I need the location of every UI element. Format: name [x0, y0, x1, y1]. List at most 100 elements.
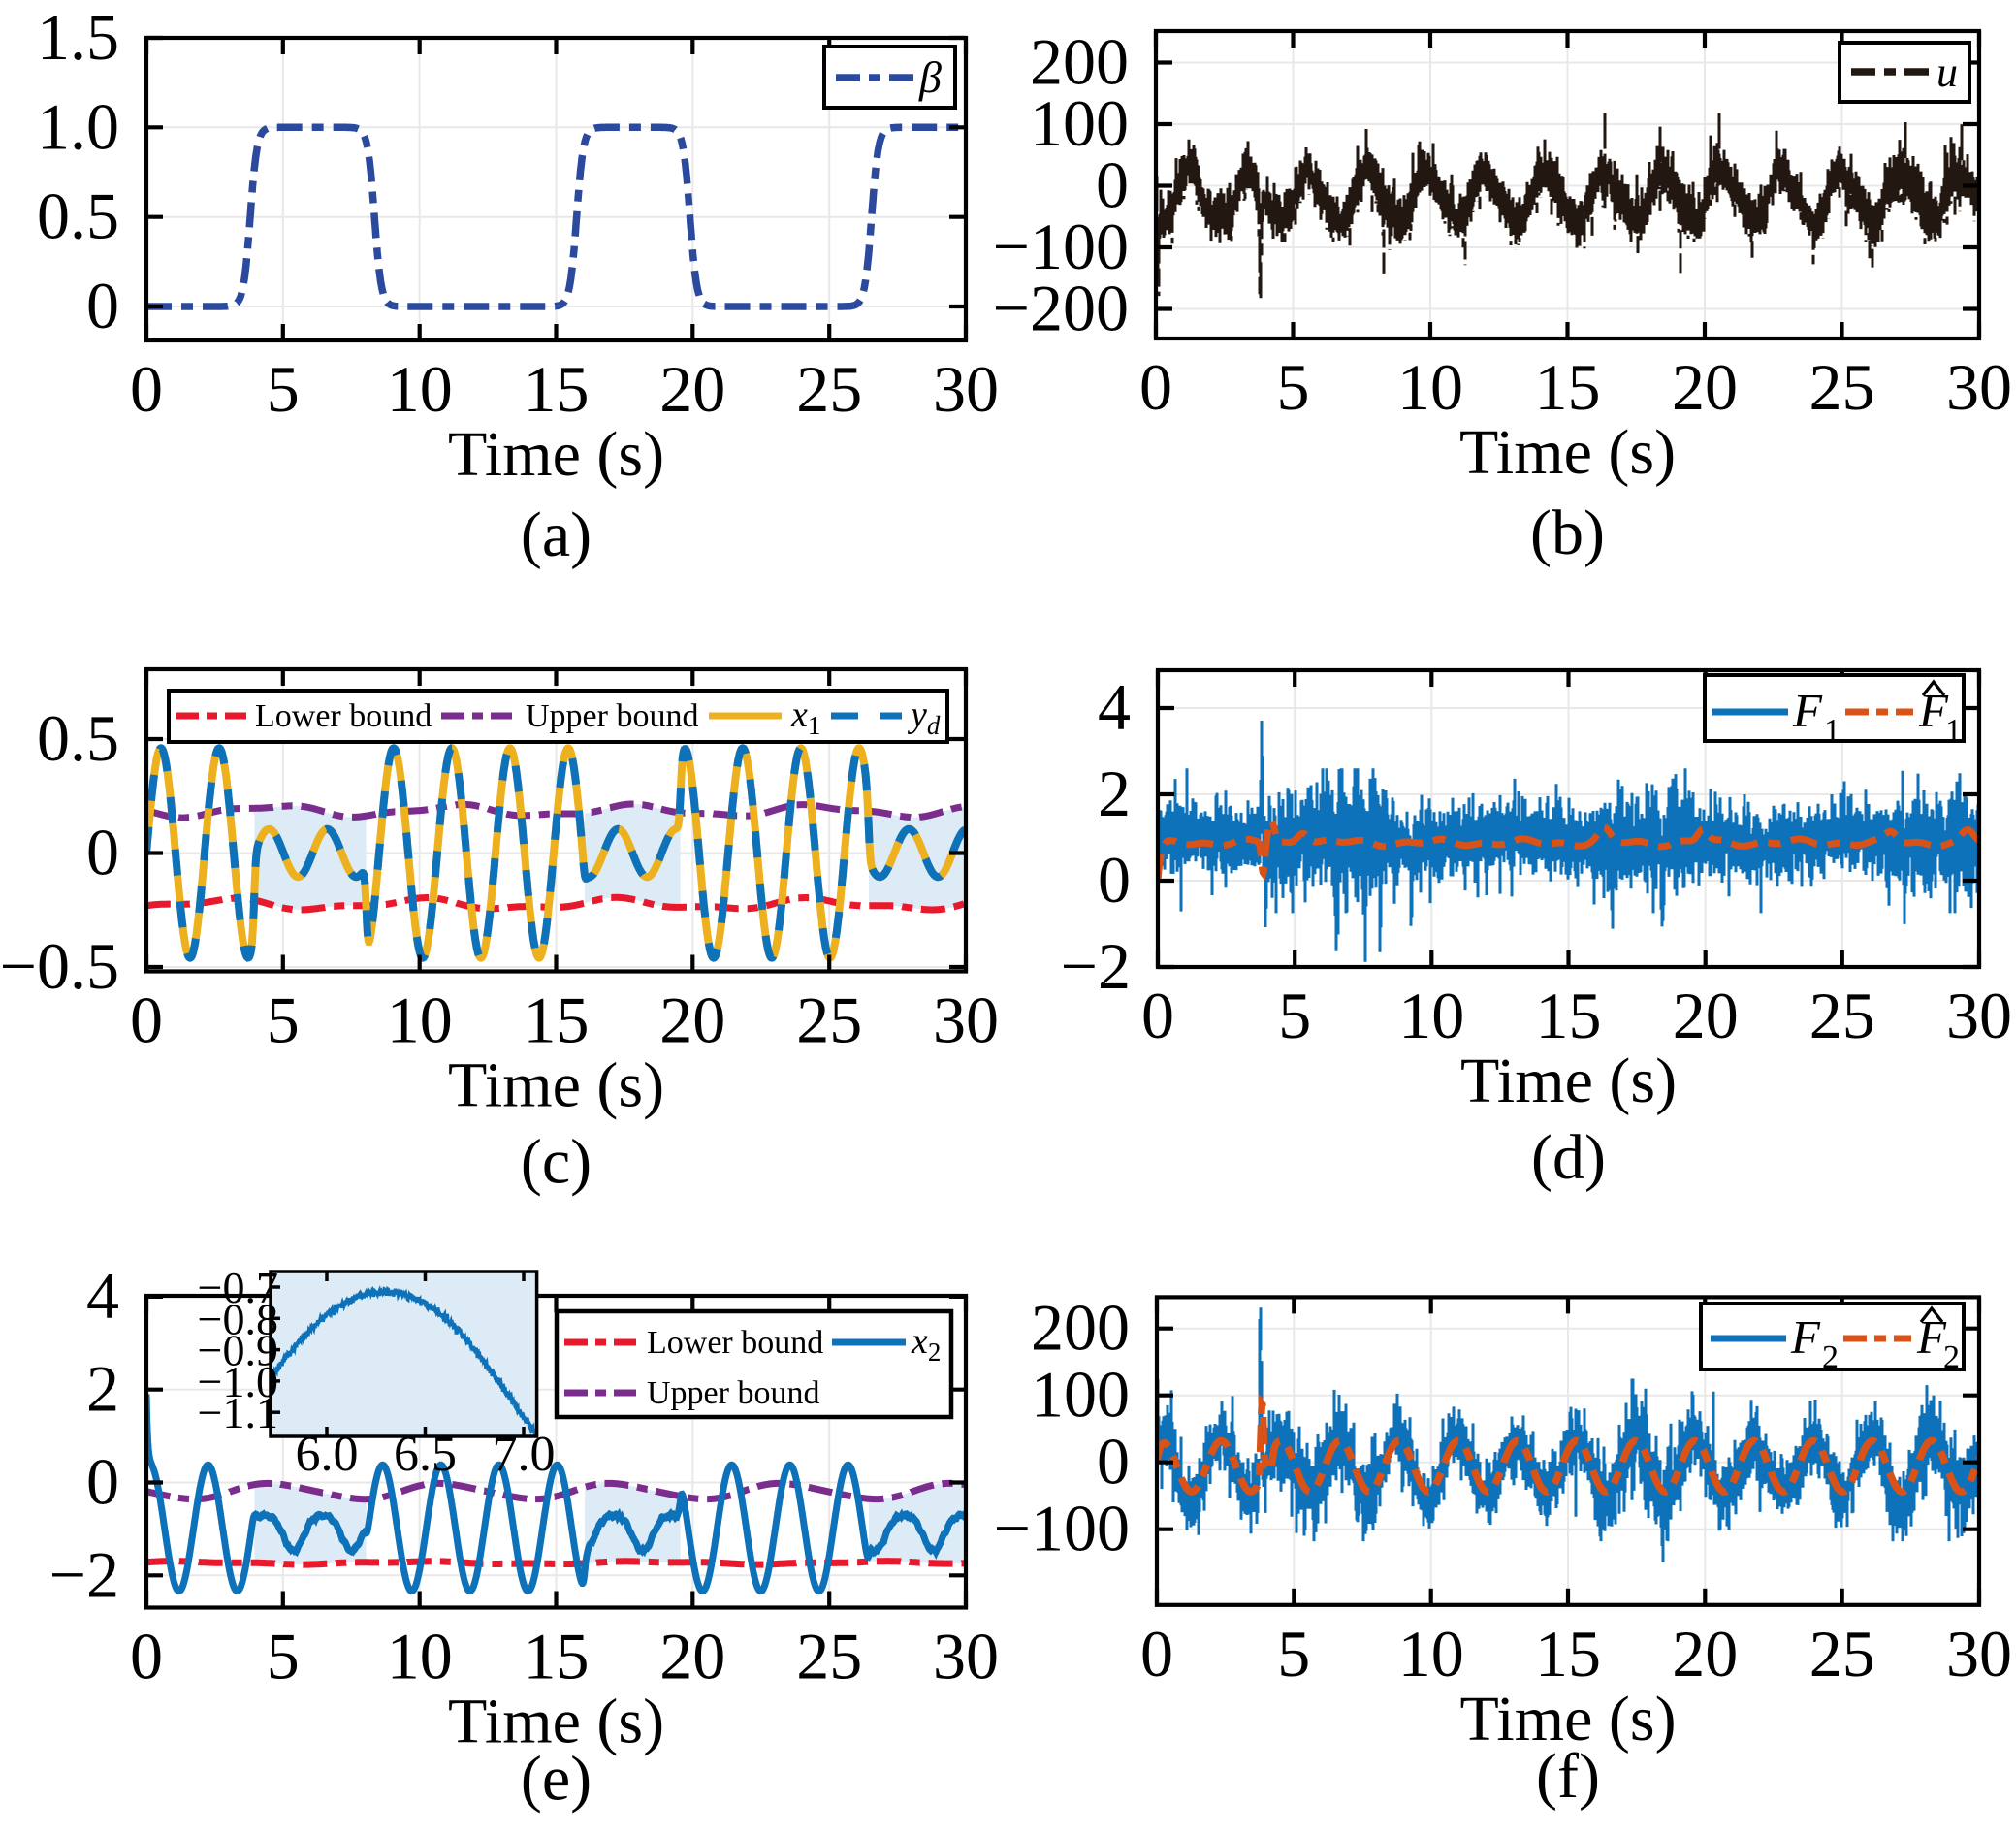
svg-text:0: 0 [1140, 1617, 1173, 1691]
svg-text:−0.8: −0.8 [198, 1294, 278, 1343]
svg-text:(e): (e) [521, 1744, 592, 1815]
svg-text:−2: −2 [49, 1537, 119, 1611]
svg-text:20: 20 [659, 352, 725, 426]
svg-text:1.5: 1.5 [37, 0, 119, 74]
svg-text:25: 25 [1809, 350, 1875, 424]
svg-text:1: 1 [1945, 713, 1962, 749]
svg-text:0: 0 [86, 816, 119, 889]
svg-text:30: 30 [1946, 979, 2012, 1052]
svg-text:30: 30 [1946, 1617, 2012, 1691]
svg-text:20: 20 [659, 1620, 725, 1693]
svg-text:0: 0 [86, 1445, 119, 1519]
svg-text:(d): (d) [1531, 1122, 1606, 1193]
svg-text:2: 2 [1822, 1339, 1839, 1375]
svg-text:(a): (a) [521, 499, 592, 570]
svg-text:−2: −2 [1061, 929, 1131, 1003]
svg-text:5: 5 [267, 1620, 300, 1693]
svg-text:25: 25 [796, 352, 862, 426]
svg-text:30: 30 [933, 352, 999, 426]
svg-text:4: 4 [1098, 670, 1131, 744]
svg-text:−100: −100 [993, 209, 1129, 283]
svg-text:15: 15 [1536, 979, 1602, 1052]
svg-text:100: 100 [1030, 86, 1129, 160]
svg-text:20: 20 [1673, 979, 1739, 1052]
svg-text:5: 5 [267, 352, 300, 426]
svg-text:0: 0 [1139, 350, 1172, 424]
svg-text:5: 5 [1277, 1617, 1310, 1691]
svg-text:5: 5 [267, 983, 300, 1057]
svg-text:20: 20 [1672, 350, 1738, 424]
svg-text:200: 200 [1030, 25, 1129, 99]
svg-text:30: 30 [933, 1620, 999, 1693]
svg-text:−1.0: −1.0 [198, 1357, 278, 1406]
svg-text:4: 4 [86, 1259, 119, 1333]
svg-text:F: F [1918, 684, 1949, 737]
svg-text:10: 10 [1398, 979, 1464, 1052]
svg-text:0: 0 [130, 352, 163, 426]
svg-text:100: 100 [1031, 1358, 1130, 1432]
svg-text:200: 200 [1031, 1291, 1130, 1365]
svg-text:2: 2 [86, 1352, 119, 1426]
svg-text:5: 5 [1278, 979, 1311, 1052]
svg-text:10: 10 [1398, 1617, 1464, 1691]
svg-text:25: 25 [1809, 979, 1875, 1052]
svg-text:6.0: 6.0 [296, 1427, 359, 1482]
svg-text:0.5: 0.5 [37, 179, 119, 253]
svg-text:10: 10 [1397, 350, 1463, 424]
svg-text:Upper bound: Upper bound [647, 1375, 819, 1411]
svg-text:30: 30 [1946, 350, 2012, 424]
svg-text:6.5: 6.5 [394, 1427, 457, 1482]
svg-text:5: 5 [1277, 350, 1310, 424]
svg-text:15: 15 [524, 1620, 590, 1693]
svg-text:−0.5: −0.5 [0, 929, 119, 1003]
svg-text:−1.1: −1.1 [198, 1388, 278, 1437]
svg-text:15: 15 [524, 352, 590, 426]
svg-text:(b): (b) [1530, 498, 1605, 568]
svg-text:20: 20 [1672, 1617, 1738, 1691]
svg-text:0.5: 0.5 [37, 701, 119, 775]
svg-text:Time (s): Time (s) [1459, 417, 1676, 488]
svg-text:Time (s): Time (s) [448, 1687, 664, 1757]
svg-text:u: u [1936, 48, 1958, 96]
svg-text:0: 0 [1098, 843, 1131, 917]
svg-text:2: 2 [1098, 757, 1131, 830]
svg-text:15: 15 [1535, 1617, 1601, 1691]
svg-text:7.0: 7.0 [493, 1427, 556, 1482]
svg-text:F: F [1916, 1310, 1947, 1364]
svg-text:1.0: 1.0 [37, 89, 119, 163]
svg-text:15: 15 [1535, 350, 1601, 424]
svg-text:15: 15 [524, 983, 590, 1057]
svg-text:25: 25 [1809, 1617, 1875, 1691]
svg-text:10: 10 [387, 983, 453, 1057]
svg-text:F: F [1790, 1310, 1821, 1364]
svg-text:Lower bound: Lower bound [647, 1325, 823, 1361]
svg-text:0: 0 [1141, 979, 1174, 1052]
svg-text:(f): (f) [1536, 1741, 1600, 1812]
svg-text:10: 10 [387, 352, 453, 426]
svg-text:x1: x1 [790, 694, 820, 740]
svg-text:−0.9: −0.9 [198, 1326, 278, 1375]
svg-text:1: 1 [1824, 713, 1840, 749]
svg-text:0: 0 [86, 269, 119, 342]
svg-text:Time (s): Time (s) [1459, 1684, 1676, 1755]
svg-text:−200: −200 [993, 272, 1129, 345]
svg-text:Time (s): Time (s) [448, 1050, 664, 1121]
svg-text:10: 10 [387, 1620, 453, 1693]
svg-text:2: 2 [1943, 1339, 1960, 1375]
svg-text:Lower bound: Lower bound [255, 698, 432, 734]
svg-text:25: 25 [796, 983, 862, 1057]
svg-text:−100: −100 [994, 1492, 1130, 1565]
svg-text:−0.7: −0.7 [198, 1263, 278, 1312]
svg-text:25: 25 [796, 1620, 862, 1693]
svg-text:β: β [918, 52, 942, 102]
svg-text:F: F [1792, 684, 1823, 737]
svg-text:0: 0 [1096, 148, 1129, 222]
svg-text:Time (s): Time (s) [448, 419, 664, 490]
svg-text:(c): (c) [521, 1127, 592, 1198]
svg-text:30: 30 [933, 983, 999, 1057]
svg-text:0: 0 [1097, 1425, 1130, 1498]
svg-text:Time (s): Time (s) [1460, 1046, 1677, 1116]
svg-text:0: 0 [130, 1620, 163, 1693]
svg-text:0: 0 [130, 983, 163, 1057]
svg-text:Upper bound: Upper bound [526, 698, 698, 734]
